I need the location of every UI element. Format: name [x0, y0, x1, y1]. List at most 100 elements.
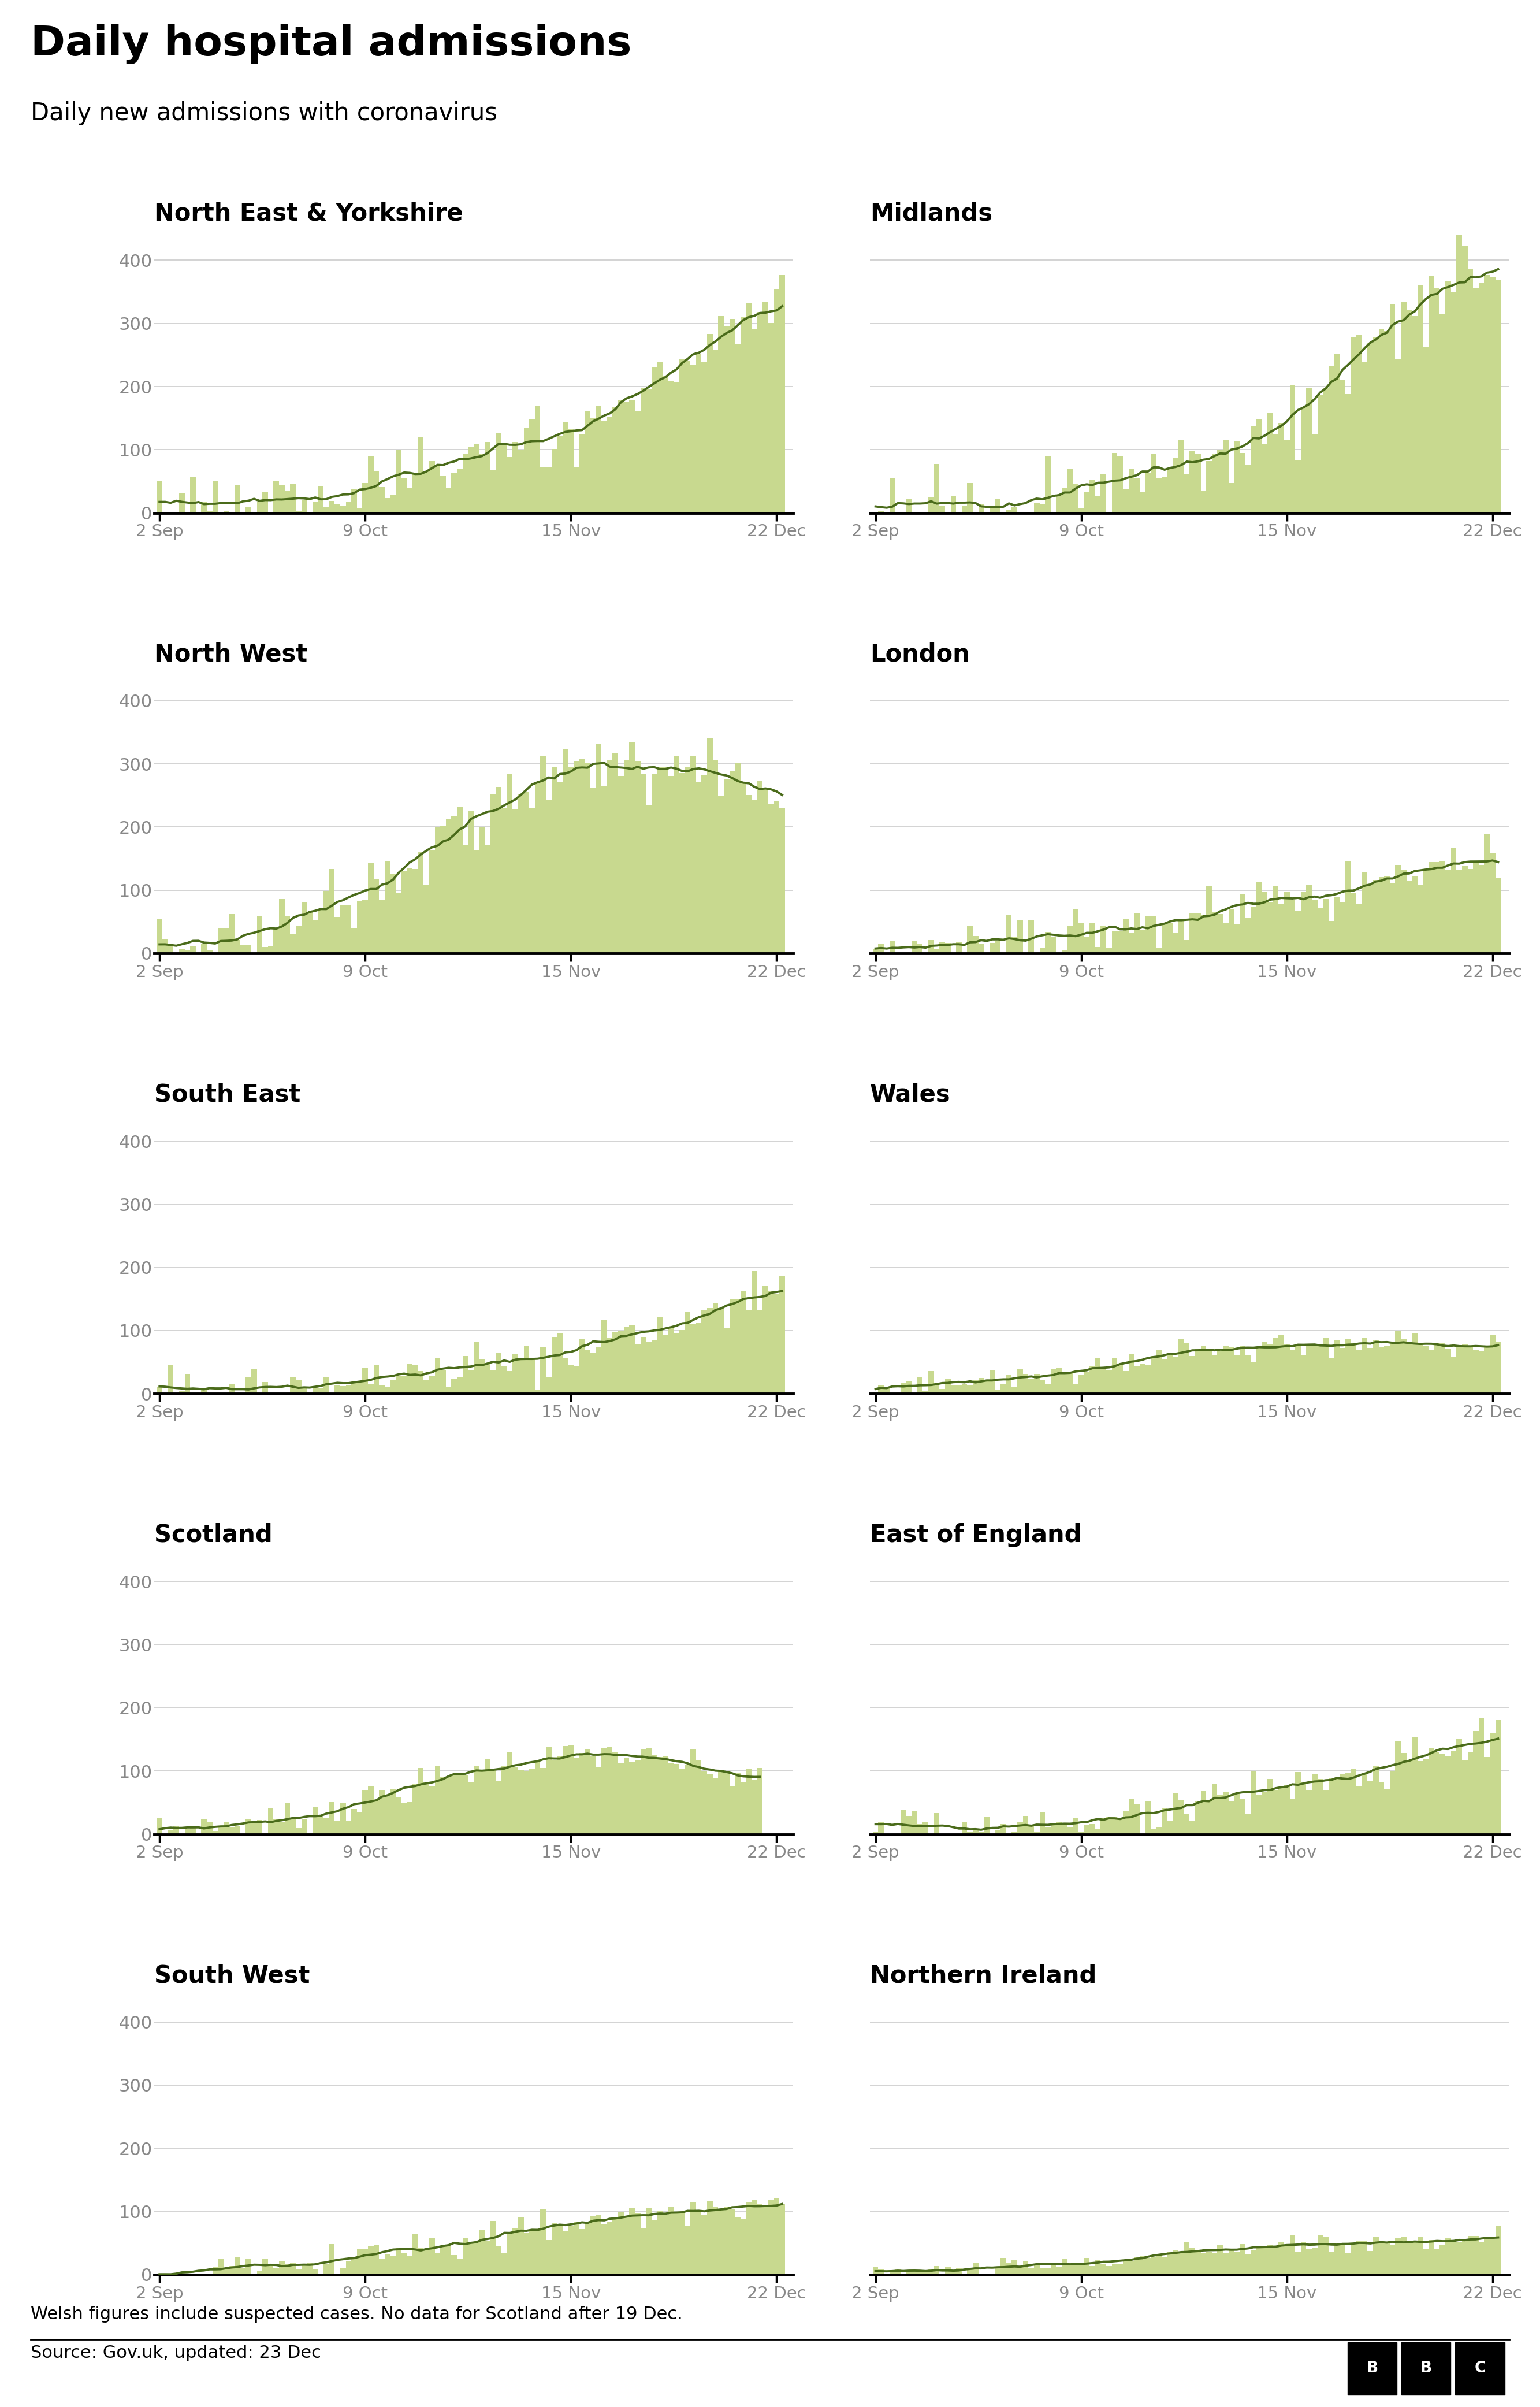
Bar [496, 1781, 502, 1834]
Bar [1161, 1808, 1167, 1834]
Bar [950, 496, 956, 513]
Bar [1106, 1370, 1112, 1394]
Bar [1173, 457, 1178, 513]
Bar [758, 780, 762, 953]
Bar [607, 761, 613, 953]
Bar [402, 1377, 407, 1394]
Bar [956, 1384, 961, 1394]
Bar [618, 1762, 624, 1834]
Bar [1306, 388, 1312, 513]
Bar [662, 2214, 668, 2275]
Bar [673, 756, 679, 953]
Bar [1161, 2258, 1167, 2275]
Bar [1046, 2267, 1050, 2275]
Bar [1461, 1760, 1468, 1834]
Bar [1167, 1353, 1173, 1394]
Bar [562, 749, 568, 953]
Bar [234, 939, 240, 953]
Bar [768, 1290, 773, 1394]
Bar [1195, 912, 1201, 953]
Bar [1301, 2243, 1306, 2275]
Bar [362, 2248, 368, 2275]
Bar [1040, 1812, 1046, 1834]
Bar [1178, 1800, 1184, 1834]
Bar [1378, 330, 1384, 513]
Bar [607, 1747, 613, 1834]
Bar [668, 380, 673, 513]
Bar [990, 944, 995, 953]
Bar [607, 416, 613, 513]
Bar [462, 1774, 468, 1834]
Bar [690, 363, 696, 513]
Bar [234, 486, 240, 513]
Bar [440, 826, 445, 953]
Bar [1046, 1827, 1050, 1834]
Bar [413, 869, 417, 953]
Bar [1346, 395, 1351, 513]
Bar [950, 1386, 956, 1394]
Bar [1101, 1370, 1106, 1394]
Bar [1384, 332, 1389, 513]
Bar [296, 1829, 302, 1834]
Bar [402, 2253, 407, 2275]
Bar [596, 1348, 602, 1394]
Bar [1346, 1774, 1351, 1834]
Bar [1329, 1779, 1334, 1834]
Bar [334, 917, 340, 953]
Bar [402, 477, 407, 513]
Bar [479, 1769, 485, 1834]
Bar [513, 1355, 517, 1394]
Bar [285, 491, 290, 513]
Bar [1429, 1350, 1434, 1394]
Bar [718, 315, 724, 513]
Bar [445, 818, 451, 953]
Bar [1250, 2251, 1257, 2275]
Bar [1489, 1336, 1495, 1394]
Bar [1018, 1370, 1023, 1394]
Bar [658, 768, 662, 953]
Bar [1006, 2263, 1012, 2275]
Bar [685, 768, 690, 953]
Bar [1173, 1793, 1178, 1834]
Bar [1474, 2236, 1478, 2275]
Bar [890, 479, 895, 513]
Bar [1206, 1800, 1212, 1834]
Bar [157, 481, 162, 513]
Bar [362, 900, 368, 953]
Bar [1078, 508, 1084, 513]
Bar [956, 2267, 961, 2275]
Bar [1123, 1810, 1129, 1834]
Bar [1056, 493, 1061, 513]
Bar [1118, 2265, 1123, 2275]
Bar [468, 2241, 474, 2275]
Bar [1384, 1346, 1389, 1394]
Bar [730, 770, 735, 953]
Bar [1095, 2260, 1101, 2275]
Bar [385, 1796, 390, 1834]
Bar [340, 905, 346, 953]
Bar [574, 1365, 579, 1394]
Bar [296, 2270, 302, 2275]
Bar [1112, 453, 1118, 513]
Bar [1323, 388, 1329, 513]
Bar [929, 1372, 933, 1394]
Bar [279, 898, 285, 953]
Bar [1274, 886, 1278, 953]
Bar [1429, 2241, 1434, 2275]
Bar [189, 946, 196, 953]
Bar [1157, 479, 1161, 513]
Bar [490, 1769, 496, 1834]
Bar [1495, 279, 1502, 513]
Bar [702, 775, 707, 953]
Bar [1118, 1365, 1123, 1394]
Bar [779, 809, 785, 953]
Bar [579, 1338, 585, 1394]
Bar [679, 1769, 685, 1834]
Bar [440, 1370, 445, 1394]
Bar [1006, 1374, 1012, 1394]
Bar [1495, 879, 1502, 953]
Bar [1106, 948, 1112, 953]
Bar [468, 1781, 474, 1834]
Bar [713, 351, 718, 513]
Bar [402, 871, 407, 953]
